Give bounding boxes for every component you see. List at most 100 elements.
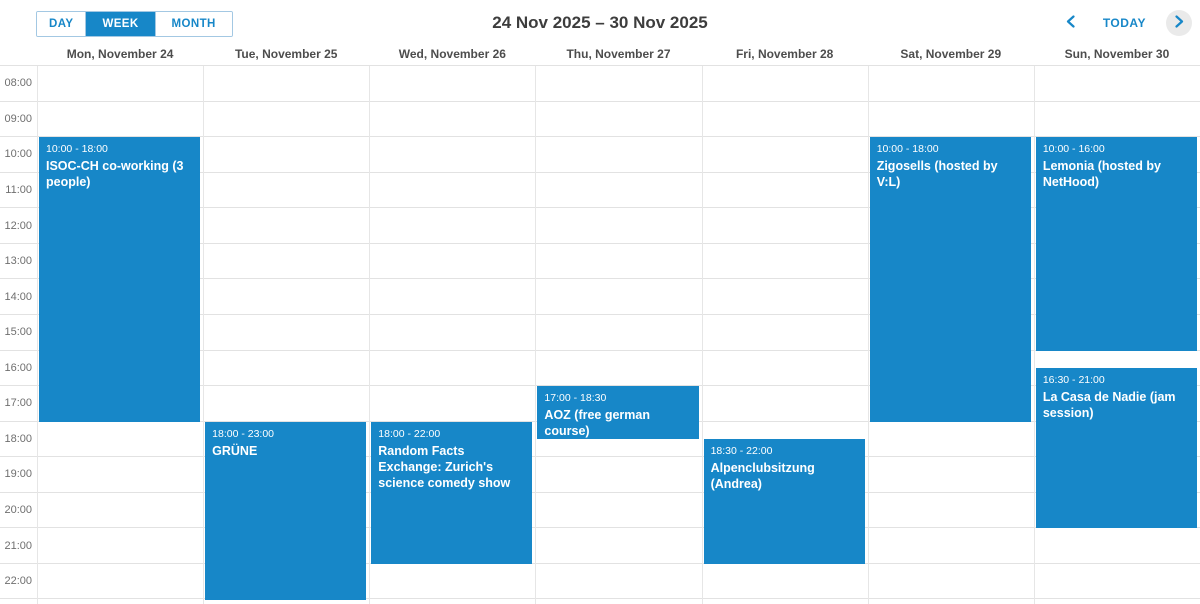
hour-cell[interactable] — [38, 528, 204, 564]
hour-cell[interactable] — [868, 102, 1034, 138]
hour-cell[interactable] — [536, 244, 702, 280]
hour-cell[interactable] — [702, 279, 868, 315]
hour-cell[interactable] — [536, 102, 702, 138]
gutter-spacer — [0, 46, 37, 65]
calendar-event[interactable]: 16:30 - 21:00 La Casa de Nadie (jam sessi… — [1035, 368, 1197, 529]
hour-cell[interactable] — [38, 493, 204, 529]
time-row: 09:00 — [0, 102, 37, 138]
time-row: 21:00 — [0, 528, 37, 564]
hour-cell[interactable] — [868, 564, 1034, 600]
time-row: 17:00 — [0, 386, 37, 422]
event-title: La Casa de Nadie (jam session) — [1042, 390, 1176, 421]
hour-cell[interactable] — [370, 208, 536, 244]
hour-cell[interactable] — [38, 422, 204, 458]
hour-cell[interactable] — [868, 66, 1034, 102]
calendar-event[interactable]: 18:00 - 23:00 GRÜNE — [205, 421, 367, 600]
hour-cell[interactable] — [370, 351, 536, 387]
time-row: 13:00 — [0, 244, 37, 280]
hour-cell[interactable] — [536, 422, 702, 458]
hour-cell[interactable] — [370, 315, 536, 351]
hour-cell[interactable] — [38, 102, 204, 138]
hour-cell[interactable] — [204, 315, 370, 351]
hour-cell[interactable] — [370, 244, 536, 280]
hour-cell[interactable] — [1034, 66, 1200, 102]
today-button[interactable]: TODAY — [1102, 16, 1146, 30]
hour-cell[interactable] — [536, 208, 702, 244]
hour-cell[interactable] — [536, 351, 702, 387]
hour-cell[interactable] — [204, 351, 370, 387]
hour-cell[interactable] — [204, 137, 370, 173]
hour-cell[interactable] — [370, 279, 536, 315]
hour-cell[interactable] — [536, 493, 702, 529]
hour-cell[interactable] — [204, 279, 370, 315]
hour-cell[interactable] — [38, 66, 204, 102]
prev-button[interactable] — [1059, 11, 1083, 35]
calendar-event[interactable]: 10:00 - 18:00 ISOC-CH co-working (3 peopl… — [39, 137, 201, 422]
hour-cell[interactable] — [702, 173, 868, 209]
grid-body: 08:00 09:00 10:00 11:00 12:00 13:00 14:00 15:00… — [0, 65, 1200, 604]
hour-cell[interactable] — [204, 386, 370, 422]
hour-cell[interactable] — [536, 173, 702, 209]
calendar-event[interactable]: 17:00 - 18:30 AOZ (free german course) — [537, 386, 699, 440]
view-button-month[interactable]: MONTH — [154, 12, 232, 36]
hour-cell[interactable] — [702, 315, 868, 351]
hour-cell[interactable] — [868, 422, 1034, 458]
calendar-event[interactable]: 18:30 - 22:00 Alpenclubsitzung (Andrea) — [703, 439, 865, 564]
hour-cell[interactable] — [370, 102, 536, 138]
hour-cell[interactable] — [1034, 564, 1200, 600]
hour-cell[interactable] — [536, 66, 702, 102]
calendar-event[interactable]: 10:00 - 18:00 Zigosells (hosted by V:L) — [869, 137, 1031, 422]
hour-cell[interactable] — [204, 208, 370, 244]
time-gutter: 08:00 09:00 10:00 11:00 12:00 13:00 14:00 15:00… — [0, 66, 37, 604]
hour-cell[interactable] — [702, 102, 868, 138]
hour-cell[interactable] — [536, 279, 702, 315]
hour-cell[interactable] — [702, 564, 868, 600]
hour-cell[interactable] — [370, 66, 536, 102]
hour-cell[interactable] — [536, 457, 702, 493]
hour-cell[interactable] — [536, 137, 702, 173]
hour-cell[interactable] — [702, 137, 868, 173]
time-label: 14:00 — [4, 290, 32, 303]
chevron-right-icon — [1174, 15, 1184, 31]
hour-cell[interactable] — [204, 173, 370, 209]
time-row: 19:00 — [0, 457, 37, 493]
event-title: AOZ (free german course) — [544, 408, 651, 439]
hour-cell[interactable] — [702, 244, 868, 280]
time-row: 18:00 — [0, 422, 37, 458]
hour-cell[interactable] — [370, 173, 536, 209]
hour-cell[interactable] — [536, 564, 702, 600]
hour-cell[interactable] — [702, 386, 868, 422]
hour-cell[interactable] — [1034, 528, 1200, 564]
event-time: 16:30 - 21:00 — [1042, 374, 1105, 387]
calendar-event[interactable]: 18:00 - 22:00 Random Facts Exchange: Zuri… — [371, 421, 533, 564]
hour-cell[interactable] — [38, 457, 204, 493]
time-label: 13:00 — [4, 255, 32, 268]
hour-cell[interactable] — [702, 208, 868, 244]
day-header: Sat, November 29 — [900, 47, 1002, 61]
hour-cell[interactable] — [536, 315, 702, 351]
hour-cell[interactable] — [1034, 102, 1200, 138]
next-button[interactable] — [1166, 10, 1192, 36]
day-column: 18:30 - 22:00 Alpenclubsitzung (Andrea) — [701, 66, 868, 604]
view-button-day[interactable]: DAY — [37, 12, 86, 36]
hour-cell[interactable] — [38, 564, 204, 600]
hour-cell[interactable] — [702, 351, 868, 387]
hour-cell[interactable] — [370, 564, 536, 600]
hour-cell[interactable] — [204, 102, 370, 138]
time-label: 22:00 — [4, 575, 32, 588]
hour-cell[interactable] — [868, 493, 1034, 529]
calendar-event[interactable]: 10:00 - 16:00 Lemonia (hosted by NetHood) — [1035, 137, 1197, 351]
hour-cell[interactable] — [868, 528, 1034, 564]
hour-cell[interactable] — [204, 244, 370, 280]
hour-cell[interactable] — [370, 137, 536, 173]
hour-cell[interactable] — [702, 66, 868, 102]
hour-cell[interactable] — [204, 66, 370, 102]
hour-cell[interactable] — [370, 386, 536, 422]
event-time: 18:30 - 22:00 — [710, 445, 773, 458]
time-row: 10:00 — [0, 137, 37, 173]
time-row: 14:00 — [0, 279, 37, 315]
view-button-week[interactable]: WEEK — [85, 12, 155, 36]
hour-cell[interactable] — [868, 457, 1034, 493]
hour-cell[interactable] — [536, 528, 702, 564]
time-label: 08:00 — [4, 77, 32, 90]
